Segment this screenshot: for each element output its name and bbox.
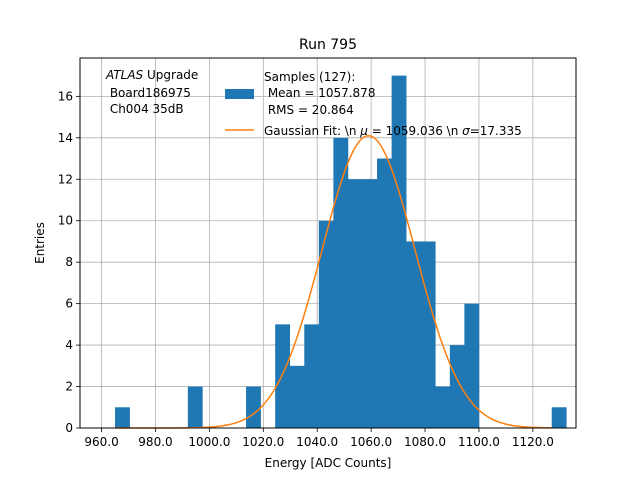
y-tick-label: 6 [65, 297, 73, 311]
histogram-bar [420, 241, 436, 428]
y-tick-label: 8 [65, 255, 73, 269]
legend-fit-part-3: =17.335 [470, 124, 522, 138]
x-tick-label: 1060.0 [350, 435, 392, 449]
histogram-bar [333, 137, 349, 428]
x-tick-label: 1000.0 [188, 435, 230, 449]
x-axis-ticks: 960.0 980.0 1000.0 1020.0 1040.0 1060.0 1080.0… [84, 428, 554, 449]
histogram-bar [318, 220, 334, 428]
legend-histogram-swatch [225, 89, 254, 99]
histogram-bar [115, 407, 130, 428]
y-tick-label: 12 [58, 172, 73, 186]
histogram-bar [304, 324, 320, 428]
histogram-bar [246, 386, 261, 428]
histogram-bar [551, 407, 567, 428]
y-tick-label: 2 [65, 380, 73, 394]
legend-fit-part-2: = 1059.036 \n [368, 124, 462, 138]
x-tick-label: 1020.0 [242, 435, 284, 449]
annotation-board: Board186975 [106, 86, 191, 100]
atlas-annotation: ATLAS Upgrade Board186975 Ch004 35dB [105, 68, 198, 116]
x-axis-label: Energy [ADC Counts] [265, 456, 392, 470]
y-tick-label: 0 [65, 421, 73, 435]
x-tick-label: 960.0 [84, 435, 118, 449]
legend: Samples (127): Mean = 1057.878 RMS = 20.… [225, 70, 522, 138]
annotation-channel: Ch004 35dB [106, 102, 184, 116]
legend-histogram-line-2: Mean = 1057.878 [264, 86, 375, 100]
y-tick-label: 4 [65, 338, 73, 352]
svg-text:ATLAS Upgrade: ATLAS Upgrade [105, 68, 198, 82]
legend-histogram-line-1: Samples (127): [264, 70, 355, 84]
histogram-bar [362, 179, 378, 428]
chart-title: Run 795 [299, 37, 357, 53]
x-tick-label: 1100.0 [458, 435, 500, 449]
y-axis-ticks: 0 2 4 6 8 10 12 14 16 [58, 89, 80, 435]
histogram-bar [435, 386, 451, 428]
legend-histogram-line-3: RMS = 20.864 [264, 103, 354, 117]
y-axis-label: Entries [33, 222, 47, 264]
histogram-bar [406, 241, 422, 428]
histogram-bar [275, 324, 291, 428]
annotation-atlas: ATLAS [105, 68, 144, 82]
x-tick-label: 1040.0 [296, 435, 338, 449]
x-tick-label: 1120.0 [512, 435, 554, 449]
legend-fit-label: Gaussian Fit: \n μ = 1059.036 \n σ=17.33… [264, 124, 522, 138]
histogram-bar [377, 158, 392, 428]
legend-fit-part-1: Gaussian Fit: \n [264, 124, 360, 138]
histogram-bar [464, 303, 480, 428]
y-tick-label: 14 [58, 131, 73, 145]
y-tick-label: 10 [58, 214, 73, 228]
legend-fit-sigma: σ [462, 124, 470, 138]
histogram-bar [391, 75, 407, 428]
histogram-bar [289, 365, 305, 428]
histogram-bar [347, 179, 363, 428]
x-tick-label: 1080.0 [404, 435, 446, 449]
legend-fit-mu: μ [359, 124, 368, 138]
histogram-bars [115, 75, 567, 428]
plot-frame [79, 57, 577, 429]
histogram-bar [187, 386, 203, 428]
annotation-upgrade: Upgrade [143, 68, 198, 82]
y-tick-label: 16 [58, 89, 73, 103]
x-tick-label: 980.0 [138, 435, 172, 449]
histogram-bar [449, 345, 465, 428]
